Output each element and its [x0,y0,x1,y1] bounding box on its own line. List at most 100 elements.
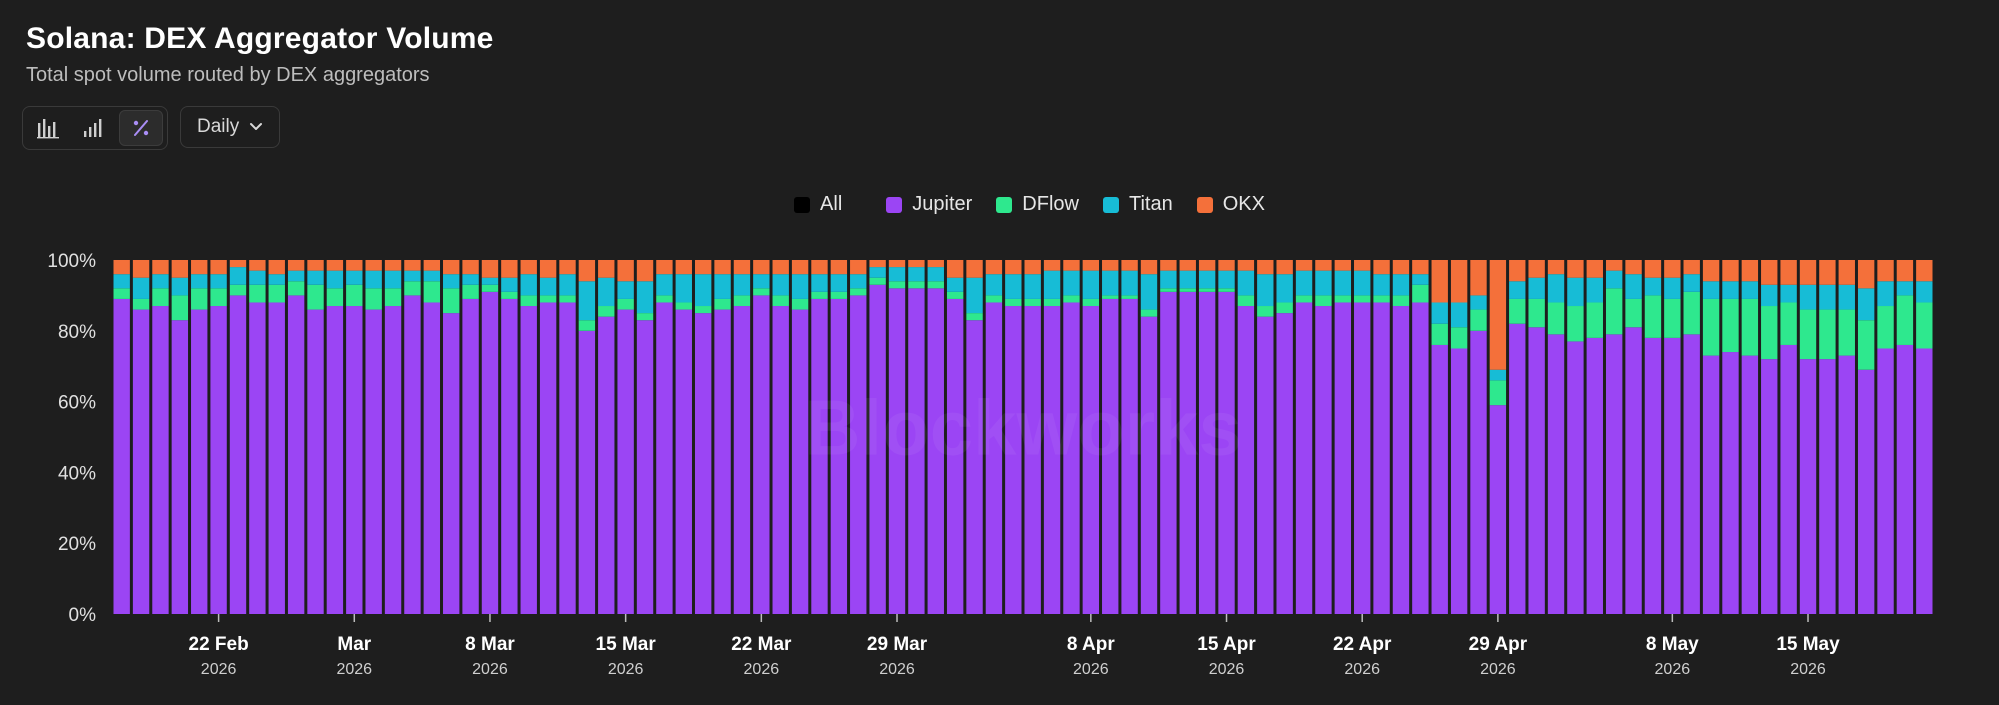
bar-segment-titan [1761,284,1778,307]
bar-segment-dflow [1450,327,1468,349]
bar-segment-okx [1392,260,1410,275]
bar-segment-jupiter [1082,306,1100,614]
bar-segment-jupiter [423,302,441,614]
bar-segment-dflow [1043,298,1061,307]
legend-item-dflow[interactable]: DFlow [996,193,1079,216]
x-tick-year: 2026 [608,661,644,678]
bar-segment-dflow [1722,298,1739,353]
bar-segment-okx [1528,260,1545,278]
chevron-down-icon [250,123,263,130]
bar-segment-dflow [404,281,421,296]
bar-segment-jupiter [1373,302,1390,614]
bar-segment-dflow [1799,309,1817,360]
bar-segment-titan [1722,281,1739,299]
x-tick-label: 15 May [1776,634,1840,655]
bar-segment-titan [229,267,247,285]
bar-segment-jupiter [481,291,499,614]
bar-segment-titan [927,267,944,282]
bar-segment-titan [888,267,906,282]
bar-segment-titan [908,267,925,282]
bar-segment-titan [1160,270,1177,289]
bar-segment-jupiter [462,298,479,614]
bar-segment-okx [1063,260,1080,271]
bar-segment-titan [869,267,886,278]
bar-segment-okx [1276,260,1293,275]
bar-segment-jupiter [210,306,227,614]
bar-segment-titan [307,270,324,285]
legend-item-titan[interactable]: Titan [1102,193,1173,216]
x-tick-label: 22 Apr [1333,634,1392,655]
bar-segment-okx [1702,260,1720,282]
bar-segment-dflow [229,284,247,296]
bar-chart-button[interactable] [73,111,115,145]
bar-segment-okx [578,260,596,282]
bar-segment-okx [1160,260,1177,271]
bar-segment-titan [1392,274,1410,296]
bar-segment-titan [132,277,150,299]
bar-segment-okx [1761,260,1778,285]
bar-segment-dflow [1431,323,1448,345]
bar-segment-okx [1102,260,1119,271]
bar-segment-jupiter [1509,323,1526,614]
bar-segment-dflow [1605,288,1623,335]
bar-segment-jupiter [1567,341,1584,614]
bar-segment-titan [1315,270,1332,296]
legend-item-all[interactable]: All [794,193,842,216]
bar-segment-okx [171,260,189,278]
bar-segment-dflow [423,281,441,303]
bar-segment-okx [1257,260,1274,275]
legend-item-okx[interactable]: OKX [1196,193,1265,216]
percent-icon [133,120,149,136]
legend-item-jupiter[interactable]: Jupiter [886,193,972,216]
legend-swatch [1102,196,1119,213]
bar-segment-jupiter [268,302,285,614]
bar-segment-titan [152,274,169,289]
bar-segment-titan [113,274,130,289]
bar-segment-titan [1179,270,1196,289]
bar-segment-jupiter [132,309,150,614]
bar-segment-jupiter [888,288,906,614]
bar-segment-dflow [617,298,634,310]
bar-segment-jupiter [927,288,944,614]
x-tick-label: 22 Mar [731,634,792,655]
bar-segment-dflow [287,281,305,296]
legend-swatch [1196,196,1213,213]
bar-segment-titan [1838,284,1855,310]
bar-segment-titan [1896,281,1914,296]
bar-segment-dflow [811,291,828,299]
bar-segment-okx [1838,260,1855,285]
bar-segment-okx [733,260,751,275]
bar-segment-okx [1237,260,1255,271]
bar-segment-okx [326,260,344,271]
bar-segment-jupiter [520,306,537,614]
bar-segment-jupiter [1586,337,1603,614]
bar-segment-titan [1489,369,1507,381]
percent-chart-button[interactable] [119,110,163,146]
bar-segment-jupiter [1354,302,1371,614]
bar-segment-okx [1683,260,1700,275]
bar-segment-jupiter [1450,348,1468,614]
bar-segment-dflow [636,313,654,321]
bar-segment-jupiter [1838,355,1855,614]
bar-segment-titan [1257,274,1274,307]
bar-segment-okx [404,260,421,271]
bar-segment-dflow [346,284,363,307]
bar-segment-titan [1005,274,1022,299]
x-tick-year: 2026 [744,661,780,678]
bar-segment-dflow [559,295,576,303]
bar-segment-titan [850,274,867,289]
bar-segment-jupiter [1315,306,1332,614]
bar-segment-titan [1702,281,1720,299]
bar-segment-titan [656,274,673,296]
interval-select[interactable]: Daily [180,106,281,148]
bar-segment-titan [501,277,518,292]
bar-segment-titan [733,274,751,296]
bar-segment-dflow [443,288,460,314]
bar-segment-jupiter [229,295,247,614]
bar-segment-titan [1528,277,1545,299]
stacked-bar-chart-button[interactable] [27,111,69,145]
bar-segment-dflow [1198,288,1216,292]
bar-segment-titan [578,281,596,321]
bar-segment-okx [1877,260,1894,282]
bar-segment-dflow [1412,284,1429,303]
